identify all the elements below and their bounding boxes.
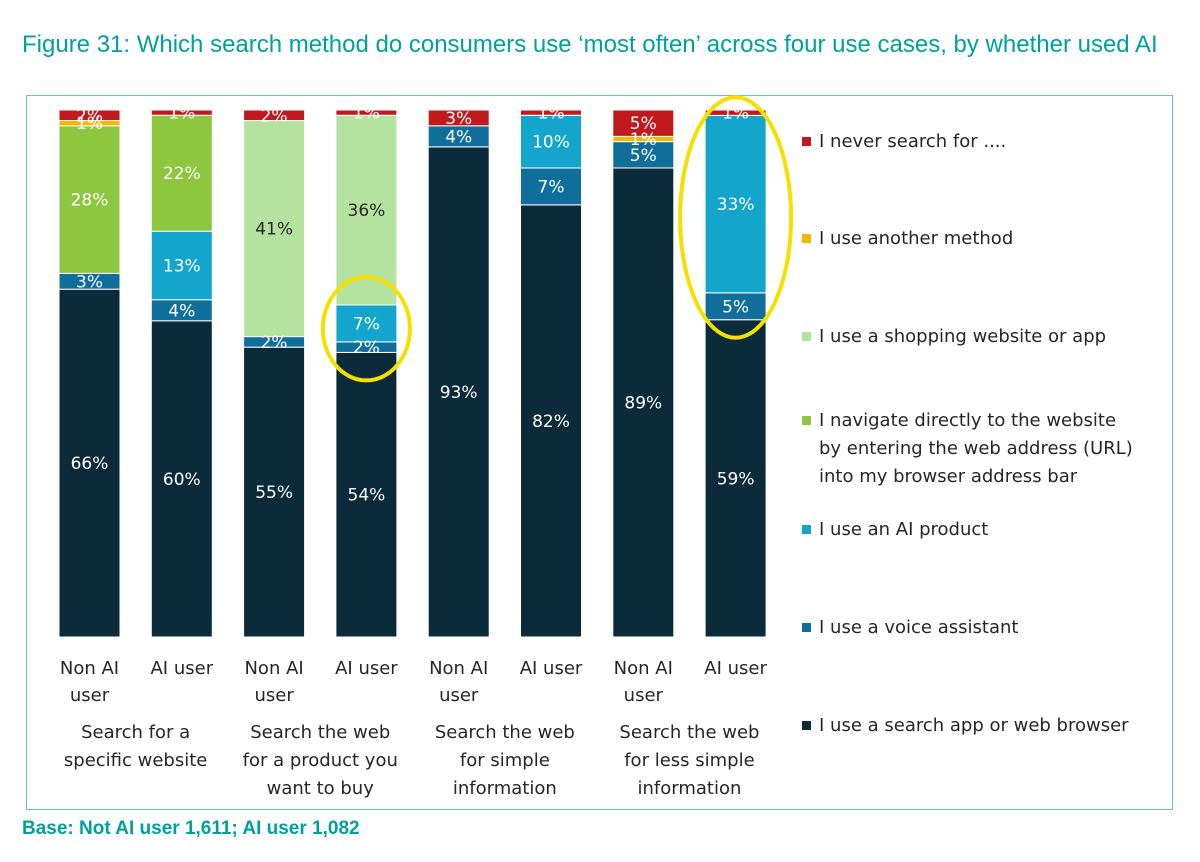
bar-segment-i-use-a-voice-assistant-8 (704, 292, 767, 321)
bar-segment-i-use-a-search-app-or-web-browser-7 (612, 167, 675, 638)
data-label-i-use-a-voice-assistant-8: 5% (722, 297, 749, 317)
bar-segment-i-never-search-for-8 (704, 109, 767, 116)
data-label-i-use-a-search-app-or-web-browser-1: 66% (71, 454, 109, 474)
category-labels-layer: Non AI user AI user Non AI user AI user Non AI… (60, 658, 768, 799)
legend-swatch-3 (802, 332, 811, 341)
legend-swatch-1 (802, 137, 811, 146)
data-label-i-use-an-ai-product-2: 13% (163, 256, 201, 276)
legend-label-1: I never search for .... (819, 131, 1006, 152)
category-label-3: Non AI user (244, 658, 303, 706)
legend-label-7: I use a search app or web browser (819, 715, 1129, 736)
bar-segment-i-use-an-ai-product-6 (520, 114, 582, 169)
base-note: Base: Not AI user 1,611; AI user 1,082 (22, 818, 360, 839)
bar-segment-i-use-a-search-app-or-web-browser-5 (427, 146, 490, 638)
bar-segment-i-use-a-voice-assistant-6 (520, 167, 582, 206)
bar-segment-i-use-a-search-app-or-web-browser-6 (520, 204, 582, 638)
bar-segment-i-never-search-for-4 (335, 109, 398, 116)
data-label-i-use-an-ai-product-4: 7% (353, 314, 380, 334)
bar-segment-i-never-search-for-6 (520, 109, 582, 116)
data-label-i-never-search-for-8: 1% (722, 104, 749, 124)
bar-segment-i-navigate-directly-to-the-website-by-en-1 (58, 125, 121, 274)
category-label-2: AI user (150, 658, 213, 679)
data-label-i-use-a-voice-assistant-1: 3% (76, 272, 103, 292)
data-label-i-use-another-method-7: 1% (630, 130, 657, 150)
data-label-i-never-search-for-6: 1% (538, 104, 565, 124)
data-label-i-navigate-directly-to-the-website-by-en-1: 28% (71, 191, 109, 211)
highlight-ellipse-2 (678, 95, 794, 340)
legend-swatch-2 (802, 234, 811, 243)
chart-frame (26, 95, 1173, 810)
bar-segment-i-never-search-for-5 (427, 109, 490, 127)
bar-segment-i-never-search-for-7 (612, 109, 675, 137)
data-label-i-use-a-voice-assistant-7: 5% (630, 146, 657, 166)
category-label-8: AI user (704, 658, 767, 679)
data-label-i-use-a-search-app-or-web-browser-4: 54% (348, 486, 386, 506)
segment-labels-layer: 66%3%28%1%2%60%4%13%22%1%55%2%41%2%54%2%… (71, 104, 755, 506)
category-label-1: Non AI user (60, 658, 119, 706)
bar-segment-i-never-search-for-3 (243, 109, 306, 122)
legend-label-6: I use a voice assistant (819, 617, 1018, 638)
data-label-i-use-another-method-1: 1% (76, 114, 103, 134)
legend: I never search for .... I use another met… (802, 131, 1133, 736)
category-label-4: AI user (335, 658, 398, 679)
bar-segment-i-navigate-directly-to-the-website-by-en-2 (150, 114, 213, 232)
bar-segment-i-never-search-for-2 (150, 109, 213, 116)
annotations-layer (320, 95, 794, 383)
legend-swatch-4 (802, 416, 811, 425)
data-label-i-use-a-voice-assistant-5: 4% (445, 127, 472, 147)
bar-segment-i-use-a-search-app-or-web-browser-1 (58, 288, 121, 638)
data-label-i-never-search-for-1: 2% (76, 106, 103, 126)
bar-segment-i-use-an-ai-product-4 (335, 304, 398, 343)
bar-segment-i-use-a-voice-assistant-7 (612, 141, 675, 169)
category-label-7: Non AI user (614, 658, 673, 706)
data-label-i-never-search-for-3: 2% (261, 106, 288, 126)
data-label-i-use-a-search-app-or-web-browser-2: 60% (163, 470, 201, 490)
data-label-i-use-an-ai-product-6: 10% (532, 133, 570, 153)
highlight-ellipse-1 (320, 274, 412, 383)
data-label-i-never-search-for-2: 1% (168, 104, 195, 124)
data-label-i-use-a-shopping-website-or-app-3: 41% (255, 220, 293, 240)
bar-segment-i-use-an-ai-product-8 (704, 114, 767, 294)
data-label-i-use-a-search-app-or-web-browser-3: 55% (255, 483, 293, 503)
category-label-5: Non AI user (429, 658, 488, 706)
data-label-i-never-search-for-5: 3% (445, 109, 472, 129)
data-label-i-use-a-search-app-or-web-browser-6: 82% (532, 412, 570, 432)
data-label-i-use-a-voice-assistant-3: 2% (261, 333, 288, 353)
data-label-i-use-a-voice-assistant-2: 4% (168, 301, 195, 321)
bar-segment-i-use-a-search-app-or-web-browser-3 (243, 346, 306, 638)
legend-swatch-7 (802, 721, 811, 730)
legend-swatch-6 (802, 623, 811, 632)
group-label-4: Search the web for less simple information (619, 722, 759, 799)
figure-title: Figure 31: Which search method do consum… (22, 31, 1158, 58)
group-label-3: Search the web for simple information (435, 722, 575, 799)
data-label-i-use-a-voice-assistant-6: 7% (538, 177, 565, 197)
bar-segment-i-never-search-for-1 (58, 109, 121, 122)
bar-segment-i-use-a-search-app-or-web-browser-8 (704, 319, 767, 638)
data-label-i-use-a-shopping-website-or-app-4: 36% (348, 201, 386, 221)
category-label-6: AI user (520, 658, 583, 679)
data-label-i-use-a-search-app-or-web-browser-8: 59% (717, 469, 755, 489)
legend-label-5: I use an AI product (819, 519, 988, 540)
data-label-i-use-a-search-app-or-web-browser-7: 89% (624, 393, 662, 413)
bars-layer (58, 109, 767, 638)
group-label-2: Search the web for a product you want to b… (243, 722, 398, 799)
data-label-i-use-a-search-app-or-web-browser-5: 93% (440, 383, 478, 403)
data-label-i-use-a-voice-assistant-4: 2% (353, 338, 380, 358)
group-label-1: Search for a specific website (64, 722, 207, 771)
legend-label-2: I use another method (819, 228, 1013, 249)
bar-segment-i-use-a-search-app-or-web-browser-2 (150, 320, 213, 638)
data-label-i-navigate-directly-to-the-website-by-en-2: 22% (163, 164, 201, 184)
data-label-i-never-search-for-7: 5% (630, 114, 657, 134)
bar-segment-i-use-a-shopping-website-or-app-4 (335, 114, 398, 306)
data-label-i-never-search-for-4: 1% (353, 104, 380, 124)
data-label-i-use-an-ai-product-8: 33% (717, 195, 755, 215)
legend-label-4: I navigate directly to the website by ent… (819, 410, 1133, 487)
legend-swatch-5 (802, 525, 811, 534)
bar-segment-i-use-a-search-app-or-web-browser-4 (335, 351, 398, 638)
legend-label-3: I use a shopping website or app (819, 326, 1106, 347)
